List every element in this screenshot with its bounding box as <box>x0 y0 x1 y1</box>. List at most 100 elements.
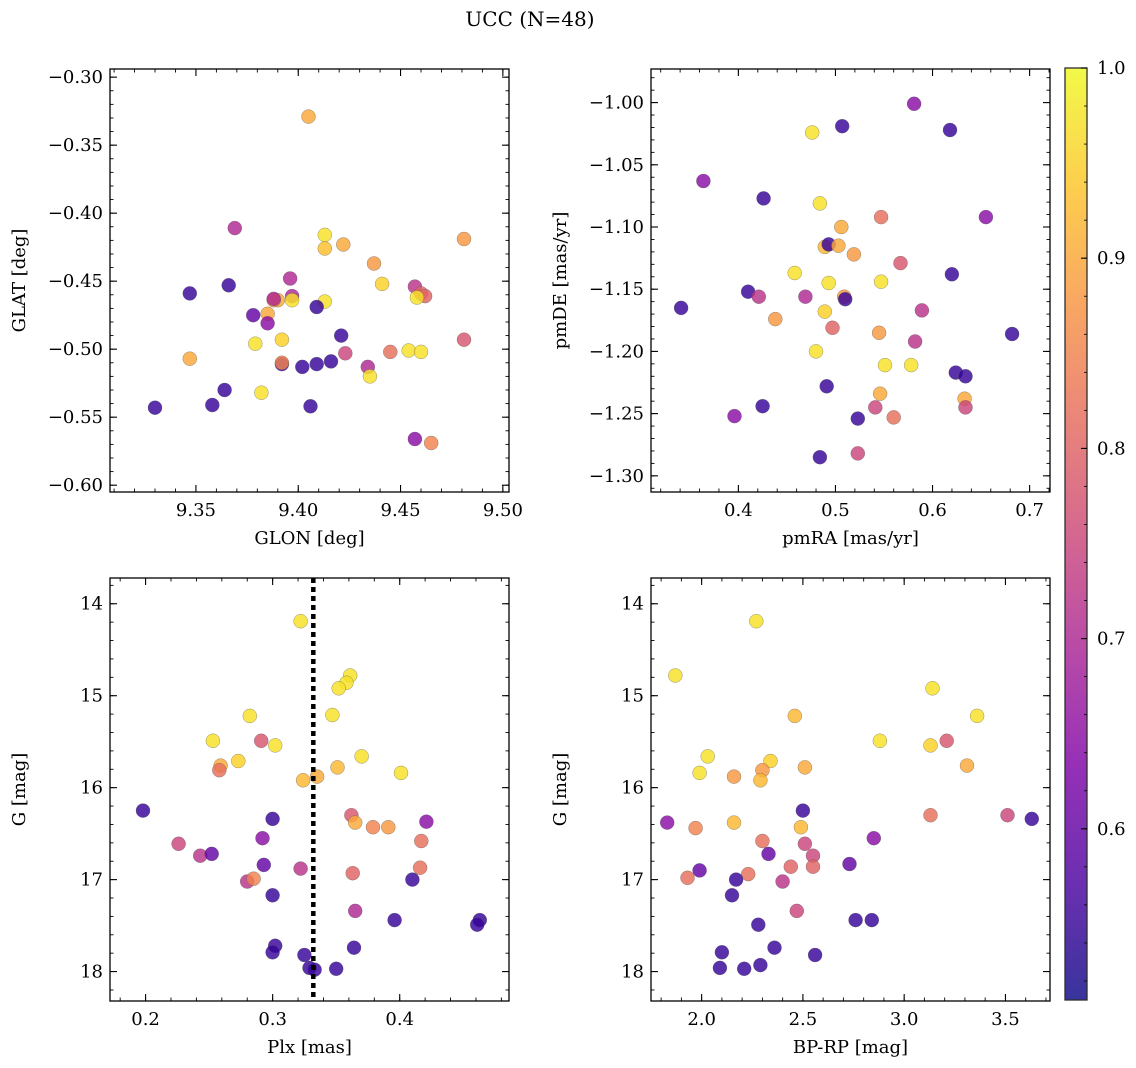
data-point <box>469 917 485 932</box>
x-tick-label: 9.40 <box>278 500 318 521</box>
data-point <box>354 749 369 764</box>
y-tick-label: 14 <box>80 594 103 615</box>
data-point <box>414 833 429 849</box>
colorbar-tick-label: 0.9 <box>1097 248 1126 269</box>
data-point <box>873 209 889 225</box>
data-point <box>700 749 715 764</box>
data-point <box>712 960 728 976</box>
data-point <box>817 304 833 319</box>
x-tick-label: 9.50 <box>483 500 523 521</box>
data-point <box>944 267 960 282</box>
data-point <box>821 275 836 291</box>
data-point <box>906 96 922 112</box>
data-point <box>842 856 857 872</box>
axes-frame <box>650 577 1051 1002</box>
data-point <box>365 819 381 835</box>
data-point <box>726 769 742 784</box>
y-tick-label: −1.15 <box>589 279 644 300</box>
data-point <box>755 833 770 849</box>
data-point <box>284 292 300 308</box>
y-tick-label: −0.60 <box>48 475 103 496</box>
panel-1: 9.35 9.40 9.45 9.50 −0.30 −0.35 −0.40 −0.45 −0.5… <box>9 67 523 549</box>
data-point <box>274 355 290 371</box>
data-point <box>297 947 312 963</box>
colorbar: 0.6 0.7 0.8 0.9 1.0 <box>1064 58 1126 1001</box>
suptitle: UCC (N=48) <box>465 7 594 31</box>
data-point <box>381 819 396 835</box>
y-tick-label: −0.50 <box>48 339 103 360</box>
y-tick-label: −0.45 <box>48 271 103 292</box>
data-point <box>309 356 324 372</box>
data-point <box>1004 326 1020 342</box>
data-point <box>753 773 768 788</box>
data-point <box>265 945 280 960</box>
data-point <box>866 830 882 846</box>
data-point <box>834 219 849 235</box>
y-axis-label: pmDE [mas/yr] <box>550 212 571 350</box>
data-point <box>374 276 390 292</box>
data-point <box>182 286 198 301</box>
data-point <box>740 866 756 882</box>
data-point <box>939 733 954 749</box>
data-point <box>267 738 283 753</box>
data-point <box>805 859 821 874</box>
data-point <box>401 343 416 358</box>
y-tick-label: 17 <box>621 870 644 891</box>
data-point <box>783 859 799 874</box>
data-point <box>231 753 246 769</box>
colorbar-tick-label: 1.0 <box>1097 58 1126 79</box>
data-point <box>325 707 340 723</box>
axes-frame <box>109 577 510 1002</box>
data-point <box>182 351 198 366</box>
x-tick-label: 0.2 <box>131 1009 160 1030</box>
data-point <box>958 400 973 415</box>
y-tick-label: 14 <box>621 594 644 615</box>
data-point <box>763 753 778 769</box>
data-point <box>336 237 351 252</box>
data-point <box>848 912 863 928</box>
data-point <box>255 830 270 846</box>
data-point <box>248 336 263 351</box>
data-point <box>295 773 311 788</box>
data-point <box>456 332 472 347</box>
data-point <box>846 247 862 262</box>
data-point <box>171 836 186 852</box>
x-tick-label: 9.35 <box>176 500 216 521</box>
data-point <box>850 411 866 426</box>
data-point <box>696 173 711 189</box>
data-point <box>893 255 908 271</box>
data-point <box>925 681 940 696</box>
data-point <box>147 400 163 415</box>
data-point <box>256 857 272 873</box>
data-point <box>798 289 813 304</box>
data-point <box>217 382 232 398</box>
data-point <box>819 379 834 394</box>
x-tick-label: 3.5 <box>991 1009 1020 1030</box>
data-point <box>726 815 742 830</box>
data-point <box>958 369 973 384</box>
y-tick-label: −1.25 <box>589 404 644 425</box>
y-tick-label: −1.10 <box>589 217 644 238</box>
data-point <box>347 903 363 919</box>
data-point <box>293 861 308 876</box>
x-tick-label: 0.6 <box>918 500 947 521</box>
data-point <box>808 344 824 359</box>
data-point <box>345 865 360 881</box>
y-tick-label: 18 <box>80 962 103 983</box>
panel-4: 2.0 2.5 3.0 3.5 14 15 16 17 18 BP-RP [mag] G [mag] <box>550 577 1051 1058</box>
data-point <box>265 811 280 827</box>
y-tick-label: 16 <box>80 778 103 799</box>
data-point <box>346 940 362 955</box>
data-point <box>407 431 423 447</box>
data-point <box>942 122 958 138</box>
x-tick-label: 0.4 <box>724 500 753 521</box>
data-point <box>680 870 695 886</box>
y-tick-label: −1.05 <box>589 155 644 176</box>
data-point <box>338 346 353 361</box>
y-tick-label: 18 <box>621 962 644 983</box>
data-point <box>761 846 776 862</box>
x-tick-label: 2.5 <box>789 1009 818 1030</box>
x-tick-label: 0.3 <box>258 1009 287 1030</box>
data-point <box>756 191 771 206</box>
data-point <box>797 836 813 852</box>
